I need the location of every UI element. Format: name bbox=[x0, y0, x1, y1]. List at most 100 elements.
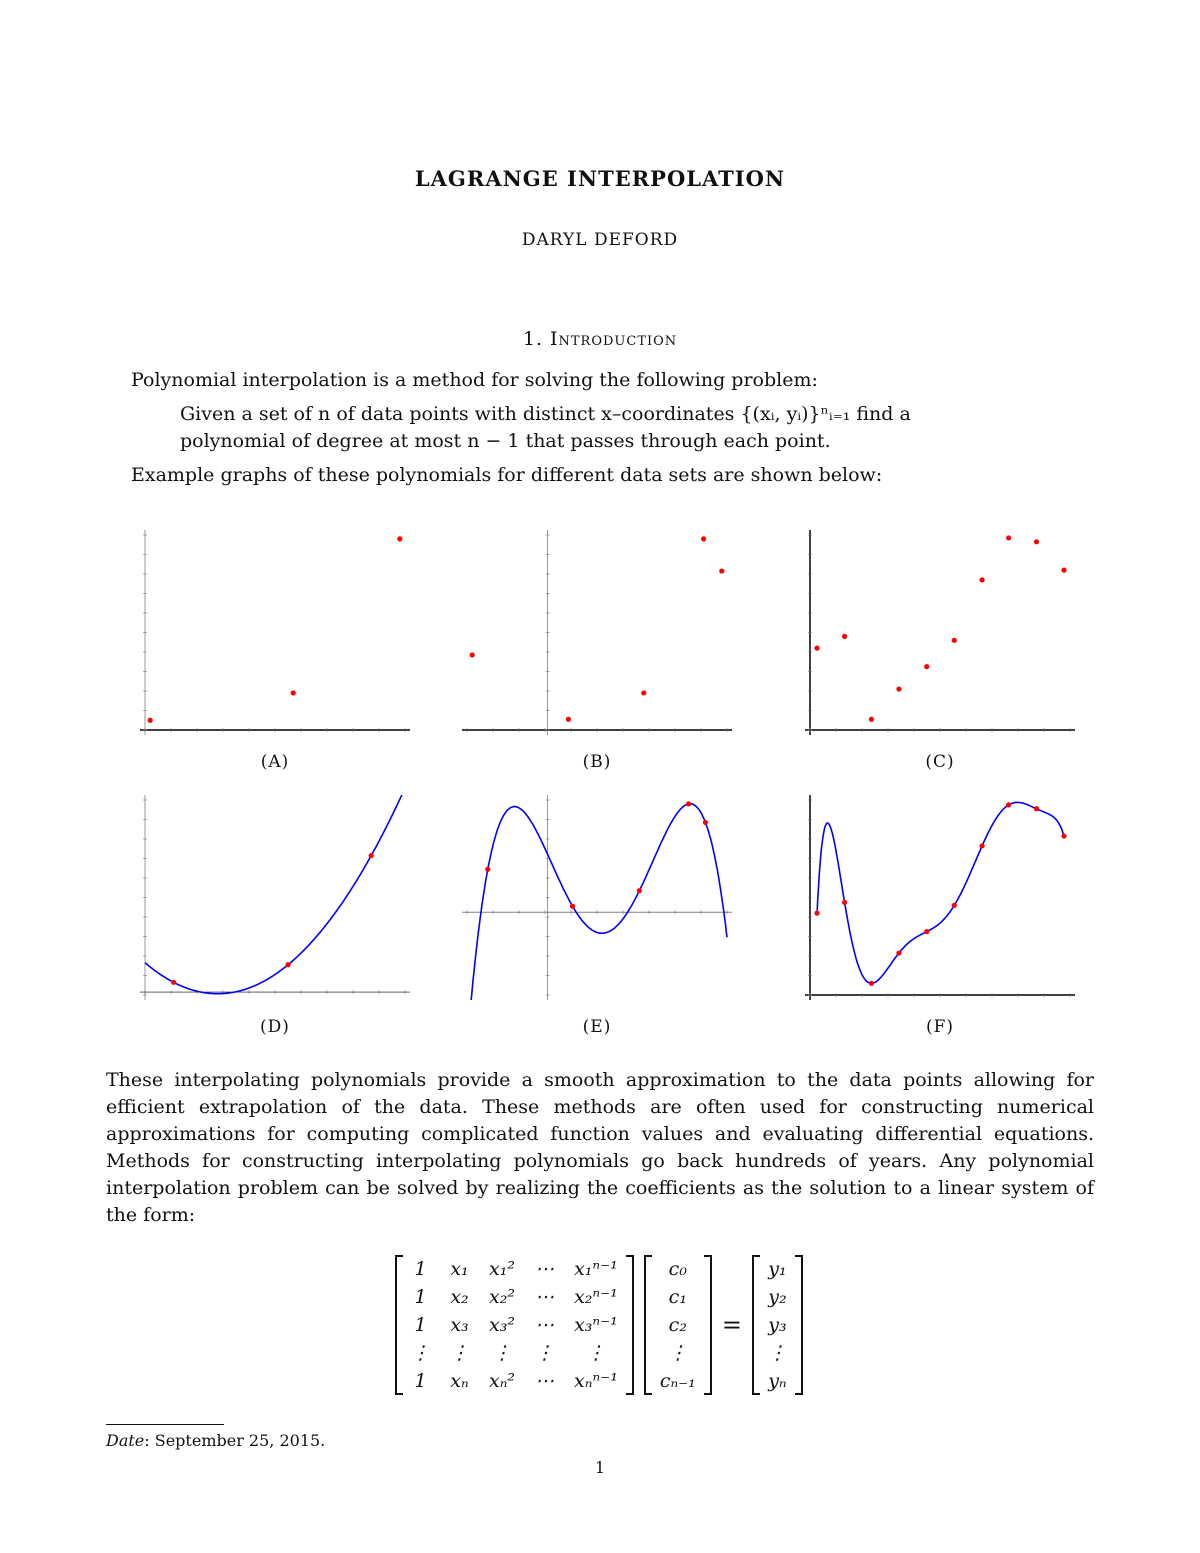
data-point bbox=[290, 690, 296, 696]
matrix-entry: x₃² bbox=[489, 1314, 515, 1336]
matrix-entry: ⋯ bbox=[535, 1286, 555, 1308]
data-point bbox=[702, 819, 709, 826]
paragraph-interpolation: These interpolating polynomials provide … bbox=[106, 1069, 1094, 1226]
vandermonde-matrix: 1 x₁ x₁² ⋯ x₁ⁿ⁻¹ 1 x₂ x₂² ⋯ x₂ⁿ⁻¹ 1 x₃ x₃² ⋯ x₃ⁿ⁻¹ ⋮ ⋮ ⋮ ⋮… bbox=[395, 1255, 634, 1395]
data-point bbox=[636, 888, 642, 894]
matrix-entry: c₀ bbox=[668, 1258, 687, 1280]
data-point bbox=[841, 899, 848, 905]
data-point bbox=[565, 716, 571, 722]
data-point bbox=[924, 664, 930, 670]
plot-c bbox=[805, 530, 1075, 735]
section-heading: 1. Introduction bbox=[522, 328, 678, 350]
plot-b bbox=[462, 530, 732, 735]
matrix-entry: x₃ bbox=[450, 1314, 469, 1336]
matrix-entry: ⋮ bbox=[586, 1342, 606, 1364]
paper-title: LAGRANGE INTERPOLATION bbox=[414, 166, 786, 191]
matrix-entry: x₂ⁿ⁻¹ bbox=[574, 1286, 618, 1308]
data-point bbox=[841, 633, 848, 639]
vandermonde-system: 1 x₁ x₁² ⋯ x₁ⁿ⁻¹ 1 x₂ x₂² ⋯ x₂ⁿ⁻¹ 1 x₃ x₃² ⋯ x₃ⁿ⁻¹ ⋮ ⋮ ⋮ ⋮… bbox=[395, 1255, 803, 1395]
data-point bbox=[285, 962, 291, 968]
matrix-entry: y₂ bbox=[768, 1286, 787, 1308]
matrix-entry: ⋮ bbox=[668, 1342, 688, 1364]
matrix-entry: yₙ bbox=[768, 1370, 787, 1392]
plot-caption: (E) bbox=[582, 1017, 612, 1037]
data-point bbox=[814, 645, 820, 651]
matrix-entry: 1 bbox=[414, 1370, 427, 1392]
matrix-entry: x₁ⁿ⁻¹ bbox=[574, 1258, 618, 1280]
data-point bbox=[1033, 539, 1040, 545]
data-point bbox=[924, 929, 930, 935]
data-point bbox=[979, 577, 985, 583]
footnote: Date: September 25, 2015. bbox=[106, 1431, 325, 1450]
footnote-label: Date bbox=[106, 1431, 145, 1450]
data-point bbox=[814, 910, 820, 916]
matrix-entry: x₃ⁿ⁻¹ bbox=[574, 1314, 618, 1336]
matrix-entry: c₂ bbox=[668, 1314, 687, 1336]
matrix-entry: cₙ₋₁ bbox=[659, 1370, 696, 1392]
matrix-entry: 1 bbox=[414, 1258, 427, 1280]
matrix-entry: ⋮ bbox=[411, 1342, 430, 1364]
data-point bbox=[868, 716, 874, 722]
interpolating-polynomial-curve bbox=[470, 802, 728, 1000]
plot-caption: (C) bbox=[925, 752, 955, 772]
plot-caption: (F) bbox=[925, 1017, 955, 1037]
data-point bbox=[951, 637, 957, 643]
matrix-entry: 1 bbox=[414, 1314, 427, 1336]
data-point bbox=[469, 652, 475, 658]
matrix-entry: xₙⁿ⁻¹ bbox=[574, 1370, 618, 1392]
data-point bbox=[1033, 806, 1040, 812]
data-point bbox=[147, 717, 153, 723]
matrix-entry: xₙ bbox=[450, 1370, 469, 1392]
y-vector: y₁ y₂ y₃ ⋮ yₙ bbox=[751, 1255, 803, 1395]
coefficient-vector: c₀ c₁ c₂ ⋮ cₙ₋₁ bbox=[643, 1255, 712, 1395]
page-number: 1 bbox=[594, 1458, 606, 1477]
plot-a bbox=[140, 530, 410, 735]
matrix-entry: ⋮ bbox=[450, 1342, 469, 1364]
matrix-entry: ⋯ bbox=[535, 1258, 555, 1280]
matrix-entry: ⋮ bbox=[535, 1342, 555, 1364]
data-point bbox=[685, 801, 692, 807]
data-point bbox=[397, 536, 403, 542]
matrix-entry: x₂² bbox=[489, 1286, 515, 1308]
interpolating-polynomial-curve bbox=[144, 795, 403, 995]
data-point bbox=[1061, 567, 1067, 573]
interpolating-polynomial-curve bbox=[816, 801, 1065, 985]
plot-caption: (B) bbox=[582, 752, 612, 772]
matrix-entry: x₁² bbox=[489, 1258, 515, 1280]
data-point bbox=[951, 902, 957, 908]
data-point bbox=[1006, 535, 1012, 541]
plot-caption: (D) bbox=[260, 1017, 290, 1037]
plot-d bbox=[140, 795, 410, 1000]
data-point bbox=[1006, 802, 1012, 808]
footnote-rule bbox=[106, 1424, 224, 1425]
problem-statement: Given a set of n of data points with dis… bbox=[180, 403, 911, 452]
data-point bbox=[171, 979, 177, 985]
footnote-text: : September 25, 2015. bbox=[144, 1431, 326, 1450]
equals-sign: = bbox=[721, 1311, 742, 1339]
plot-caption: (A) bbox=[260, 752, 290, 772]
matrix-entry: ⋮ bbox=[492, 1342, 512, 1364]
paragraph-intro: Polynomial interpolation is a method for… bbox=[131, 369, 818, 391]
plot-e bbox=[462, 795, 732, 1000]
matrix-entry: ⋯ bbox=[535, 1314, 555, 1336]
matrix-entry: ⋮ bbox=[767, 1342, 787, 1364]
data-point bbox=[1061, 833, 1067, 839]
data-point bbox=[368, 852, 374, 859]
data-point bbox=[701, 536, 707, 542]
data-point bbox=[485, 866, 491, 872]
matrix-entry: xₙ² bbox=[489, 1370, 516, 1392]
data-point bbox=[868, 980, 874, 986]
matrix-entry: y₃ bbox=[768, 1314, 787, 1336]
data-point bbox=[641, 690, 647, 696]
data-point bbox=[979, 843, 985, 849]
data-point bbox=[569, 903, 576, 909]
matrix-entry: x₁ bbox=[450, 1258, 469, 1280]
data-point bbox=[896, 950, 902, 956]
matrix-entry: x₂ bbox=[450, 1286, 469, 1308]
matrix-entry: 1 bbox=[414, 1286, 427, 1308]
matrix-entry: c₁ bbox=[668, 1286, 687, 1308]
author: DARYL DEFORD bbox=[521, 230, 679, 250]
paragraph-examples: Example graphs of these polynomials for … bbox=[131, 464, 883, 486]
data-point bbox=[896, 686, 902, 692]
